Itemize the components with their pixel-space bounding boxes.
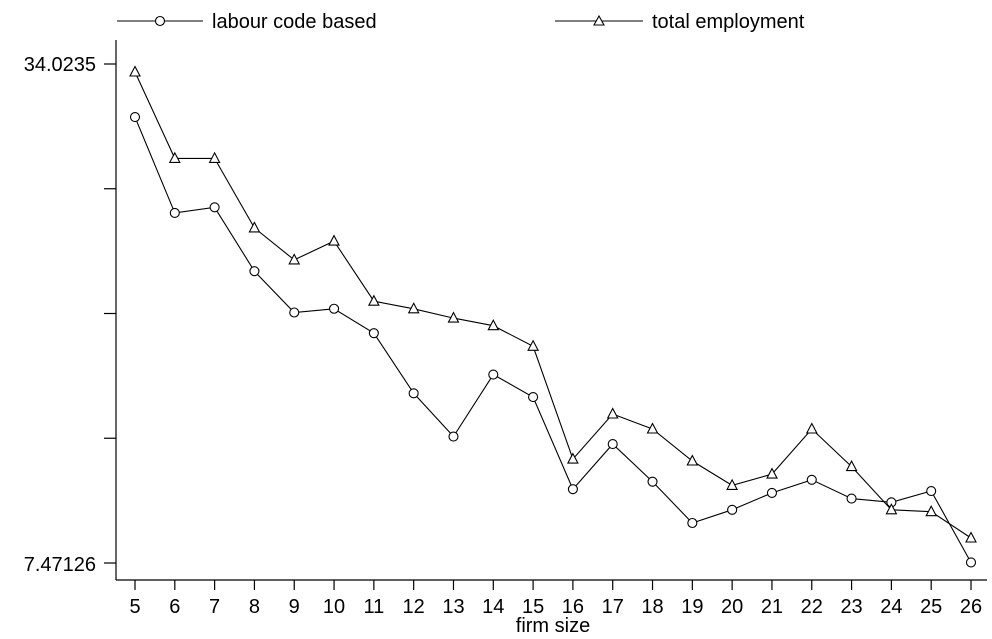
legend-label: labour code based bbox=[212, 11, 377, 33]
legend-entry-series-2: total employment bbox=[555, 11, 805, 33]
data-point-triangle bbox=[726, 478, 739, 490]
x-tick-label: 17 bbox=[602, 596, 624, 618]
data-point-triangle bbox=[766, 467, 778, 479]
x-tick-label: 20 bbox=[721, 596, 743, 618]
data-point-circle bbox=[528, 392, 539, 403]
legend-triangle-marker bbox=[593, 14, 605, 26]
data-point-circle bbox=[607, 439, 618, 450]
x-tick-label: 5 bbox=[129, 596, 140, 618]
data-point-circle bbox=[249, 266, 260, 277]
y-ticks bbox=[104, 63, 116, 564]
data-point-circle bbox=[567, 484, 578, 495]
data-point-triangle bbox=[925, 505, 938, 517]
series-layer bbox=[129, 65, 977, 568]
data-point-triangle bbox=[686, 454, 699, 466]
series-line bbox=[134, 116, 972, 563]
x-tick-label: 7 bbox=[209, 596, 220, 618]
data-point-triangle bbox=[606, 407, 619, 419]
data-point-triangle bbox=[407, 302, 420, 314]
data-point-triangle bbox=[845, 459, 858, 472]
data-point-circle bbox=[408, 388, 419, 399]
x-tick-label: 23 bbox=[840, 596, 862, 618]
x-tick-label: 26 bbox=[960, 596, 982, 618]
data-point-triangle bbox=[487, 319, 500, 331]
y-tick-label-top: 34.0235 bbox=[24, 54, 96, 76]
data-point-triangle bbox=[885, 503, 898, 515]
data-point-triangle bbox=[129, 65, 141, 77]
x-tick-label: 9 bbox=[289, 596, 300, 618]
x-tick-label: 11 bbox=[363, 596, 384, 618]
data-point-circle bbox=[169, 207, 180, 218]
legend-entry-series-1: labour code based bbox=[117, 11, 377, 33]
x-tick-label: 15 bbox=[522, 596, 544, 618]
data-point-triangle bbox=[566, 452, 579, 464]
x-tick-label: 13 bbox=[442, 596, 464, 618]
data-point-circle bbox=[129, 112, 141, 123]
x-tick-label: 25 bbox=[920, 596, 942, 618]
x-tick-label: 24 bbox=[880, 596, 902, 618]
data-point-triangle bbox=[248, 221, 261, 233]
data-point-circle bbox=[846, 493, 857, 504]
data-point-circle bbox=[368, 328, 379, 339]
x-tick-label: 12 bbox=[403, 596, 425, 618]
data-point-triangle bbox=[805, 422, 818, 434]
x-tick-label: 16 bbox=[562, 596, 584, 618]
data-point-circle bbox=[289, 307, 300, 318]
series-1 bbox=[129, 112, 977, 568]
data-point-triangle bbox=[965, 531, 977, 543]
legend-label: total employment bbox=[652, 11, 805, 33]
series-2 bbox=[129, 65, 977, 543]
data-point-triangle bbox=[527, 339, 540, 351]
data-point-triangle bbox=[447, 311, 460, 323]
data-point-triangle bbox=[646, 422, 659, 434]
x-tick-label: 14 bbox=[482, 596, 504, 618]
x-ticks: 5 6 7 8 9 10 11 12 13 14 15 16 17 18 19 20 21 22 23 24 25 26 bbox=[129, 580, 982, 618]
data-point-triangle bbox=[168, 151, 181, 163]
data-point-circle bbox=[448, 431, 459, 442]
x-tick-label: 22 bbox=[801, 596, 823, 618]
series-line bbox=[134, 71, 972, 539]
axes bbox=[115, 40, 987, 581]
x-tick-label: 6 bbox=[169, 596, 180, 618]
data-point-triangle bbox=[288, 253, 301, 265]
data-point-triangle bbox=[328, 234, 340, 246]
data-point-circle bbox=[647, 476, 658, 487]
data-point-circle bbox=[806, 474, 817, 485]
x-tick-label: 18 bbox=[641, 596, 663, 618]
x-axis-title: firm size bbox=[516, 615, 590, 637]
data-point-circle bbox=[766, 487, 778, 498]
data-point-triangle bbox=[208, 151, 221, 163]
x-tick-label: 10 bbox=[323, 596, 345, 618]
data-point-triangle bbox=[367, 294, 380, 306]
y-tick-label-bottom: 7.47126 bbox=[24, 554, 96, 576]
data-point-circle bbox=[926, 485, 937, 497]
data-point-circle bbox=[727, 504, 738, 515]
x-tick-label: 21 bbox=[761, 596, 783, 618]
data-point-circle bbox=[965, 557, 977, 568]
data-point-circle bbox=[488, 369, 499, 380]
x-tick-label: 19 bbox=[681, 596, 703, 618]
legend: labour code based total employment bbox=[117, 11, 805, 33]
x-tick-label: 8 bbox=[249, 596, 260, 618]
legend-circle-marker bbox=[154, 15, 166, 27]
data-point-circle bbox=[328, 303, 340, 314]
data-point-circle bbox=[687, 517, 698, 529]
data-point-circle bbox=[209, 202, 220, 213]
